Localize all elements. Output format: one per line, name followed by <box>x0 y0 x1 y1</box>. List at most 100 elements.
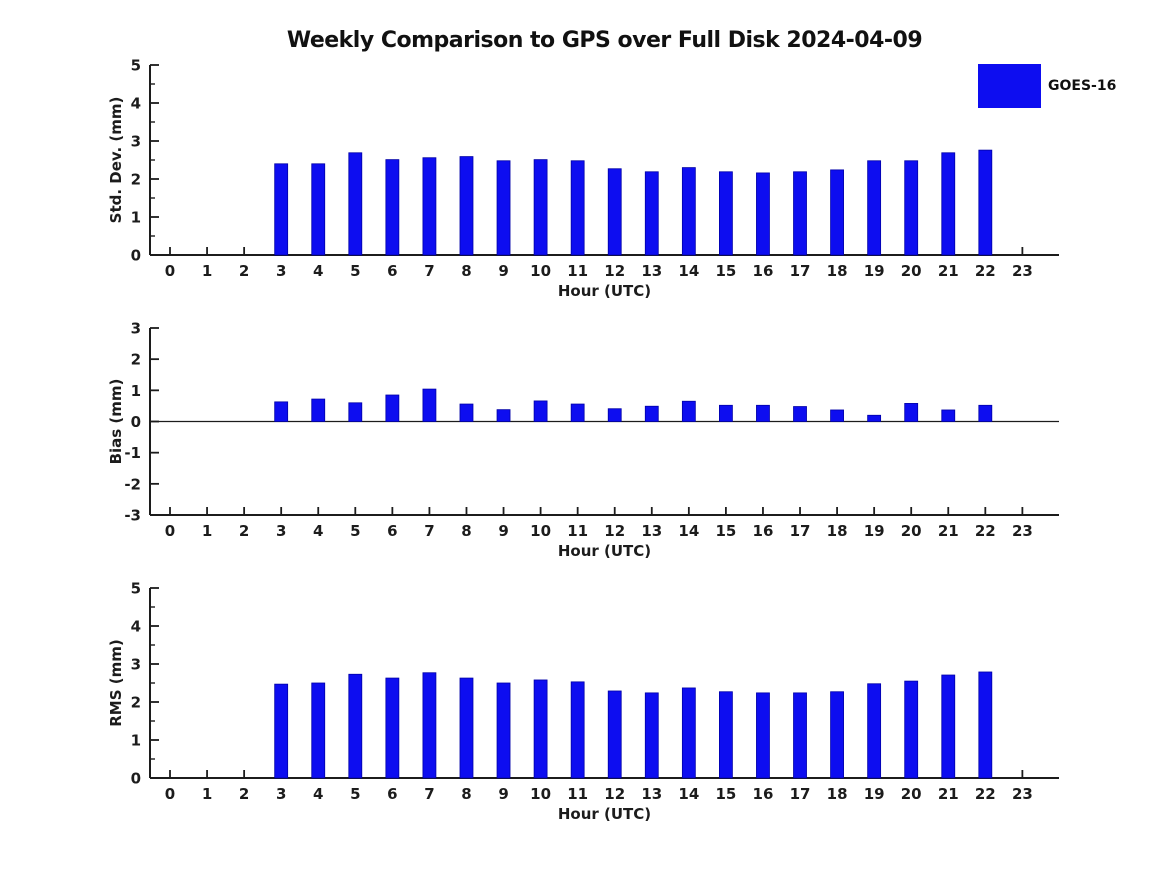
bar-bias-hour-7 <box>422 388 437 422</box>
bar-rms-hour-16 <box>756 692 770 779</box>
bar-rms-hour-20 <box>904 680 919 779</box>
chart-title: Weekly Comparison to GPS over Full Disk … <box>286 28 923 53</box>
bar-bias-hour-18 <box>830 409 844 422</box>
y-axis-label-std-dev: Std. Dev. (mm) <box>107 97 125 224</box>
x-tick-label-std-dev-12: 12 <box>604 262 625 280</box>
bar-rms-hour-11 <box>570 681 585 779</box>
x-tick-label-std-dev-4: 4 <box>313 262 323 280</box>
bar-std-dev-hour-5 <box>348 152 363 256</box>
x-tick-label-rms-11: 11 <box>567 785 588 803</box>
x-tick-label-bias-10: 10 <box>530 522 551 540</box>
y-tick-label-bias--1: -1 <box>124 444 141 462</box>
x-tick-label-std-dev-0: 0 <box>165 262 175 280</box>
bar-rms-hour-18 <box>830 691 844 779</box>
bar-bias-hour-8 <box>459 403 474 422</box>
bar-std-dev-hour-11 <box>570 160 585 256</box>
bar-bias-hour-12 <box>607 408 622 422</box>
x-tick-label-std-dev-21: 21 <box>938 262 959 280</box>
bar-std-dev-hour-9 <box>496 160 511 256</box>
bar-rms-hour-15 <box>719 691 733 779</box>
x-tick-label-std-dev-5: 5 <box>350 262 360 280</box>
bar-bias-hour-14 <box>681 400 696 422</box>
x-tick-label-rms-9: 9 <box>498 785 508 803</box>
y-tick-label-rms-1: 1 <box>131 732 141 750</box>
y-tick-label-bias--3: -3 <box>124 507 141 525</box>
y-tick-label-std-dev-2: 2 <box>131 171 141 189</box>
x-tick-label-bias-17: 17 <box>790 522 811 540</box>
bar-rms-hour-19 <box>867 683 882 779</box>
bar-rms-hour-12 <box>607 690 622 779</box>
bar-std-dev-hour-8 <box>459 156 474 256</box>
x-tick-label-std-dev-17: 17 <box>790 262 811 280</box>
bar-std-dev-hour-3 <box>274 163 289 256</box>
bar-rms-hour-21 <box>941 674 956 779</box>
x-tick-label-bias-7: 7 <box>424 522 434 540</box>
bar-bias-hour-17 <box>793 406 807 422</box>
x-tick-label-bias-12: 12 <box>604 522 625 540</box>
y-tick-label-bias-2: 2 <box>131 351 141 369</box>
x-tick-label-std-dev-10: 10 <box>530 262 551 280</box>
x-tick-label-std-dev-13: 13 <box>641 262 662 280</box>
x-tick-label-std-dev-6: 6 <box>387 262 397 280</box>
bar-rms-hour-4 <box>311 682 326 779</box>
bar-std-dev-hour-10 <box>533 159 548 256</box>
x-tick-label-rms-5: 5 <box>350 785 360 803</box>
x-tick-label-std-dev-19: 19 <box>864 262 885 280</box>
bar-rms-hour-7 <box>422 672 437 779</box>
bar-bias-hour-15 <box>719 404 733 422</box>
bar-std-dev-hour-15 <box>719 171 733 256</box>
bar-bias-hour-6 <box>385 394 400 422</box>
x-tick-label-bias-9: 9 <box>498 522 508 540</box>
bar-std-dev-hour-14 <box>681 167 696 256</box>
bar-bias-hour-16 <box>756 404 770 422</box>
y-tick-label-std-dev-3: 3 <box>131 133 141 151</box>
x-tick-label-std-dev-1: 1 <box>202 262 212 280</box>
x-tick-label-rms-14: 14 <box>678 785 699 803</box>
bar-rms-hour-3 <box>274 683 289 779</box>
y-tick-label-rms-0: 0 <box>131 770 141 788</box>
y-tick-label-std-dev-1: 1 <box>131 209 141 227</box>
x-tick-label-rms-19: 19 <box>864 785 885 803</box>
bar-std-dev-hour-22 <box>978 149 993 256</box>
x-tick-label-std-dev-20: 20 <box>901 262 922 280</box>
legend-label-goes16: GOES-16 <box>1048 78 1117 94</box>
y-axis-label-bias: Bias (mm) <box>107 379 125 465</box>
bar-rms-hour-17 <box>793 692 807 779</box>
x-tick-label-rms-22: 22 <box>975 785 996 803</box>
y-tick-label-bias-3: 3 <box>131 320 141 338</box>
legend: GOES-16 <box>978 64 1116 108</box>
bar-rms-hour-9 <box>496 682 511 779</box>
x-tick-label-std-dev-18: 18 <box>827 262 848 280</box>
x-tick-label-rms-1: 1 <box>202 785 212 803</box>
bar-rms-hour-10 <box>533 679 548 779</box>
y-tick-label-rms-3: 3 <box>131 656 141 674</box>
bar-bias-hour-10 <box>533 400 548 422</box>
x-tick-label-bias-19: 19 <box>864 522 885 540</box>
x-tick-label-bias-23: 23 <box>1012 522 1033 540</box>
y-tick-label-rms-2: 2 <box>131 694 141 712</box>
bar-rms-hour-22 <box>978 671 993 779</box>
x-tick-label-rms-0: 0 <box>165 785 175 803</box>
bar-std-dev-hour-4 <box>311 163 326 256</box>
legend-swatch-goes16 <box>978 64 1041 108</box>
x-tick-label-bias-0: 0 <box>165 522 175 540</box>
bar-bias-hour-11 <box>570 403 585 422</box>
bar-std-dev-hour-17 <box>793 171 807 256</box>
x-tick-label-bias-4: 4 <box>313 522 323 540</box>
x-tick-label-rms-23: 23 <box>1012 785 1033 803</box>
bar-rms-hour-13 <box>644 692 659 779</box>
x-tick-label-rms-12: 12 <box>604 785 625 803</box>
x-tick-label-std-dev-16: 16 <box>753 262 774 280</box>
y-tick-label-bias-0: 0 <box>131 413 141 431</box>
bar-bias-hour-21 <box>941 409 956 422</box>
x-tick-label-std-dev-22: 22 <box>975 262 996 280</box>
x-tick-label-bias-8: 8 <box>461 522 471 540</box>
bar-std-dev-hour-7 <box>422 157 437 256</box>
x-tick-label-bias-5: 5 <box>350 522 360 540</box>
bar-bias-hour-22 <box>978 404 993 422</box>
y-tick-label-std-dev-4: 4 <box>131 95 141 113</box>
bar-bias-hour-20 <box>904 403 919 422</box>
y-tick-label-std-dev-5: 5 <box>131 57 141 75</box>
x-tick-label-bias-14: 14 <box>678 522 699 540</box>
